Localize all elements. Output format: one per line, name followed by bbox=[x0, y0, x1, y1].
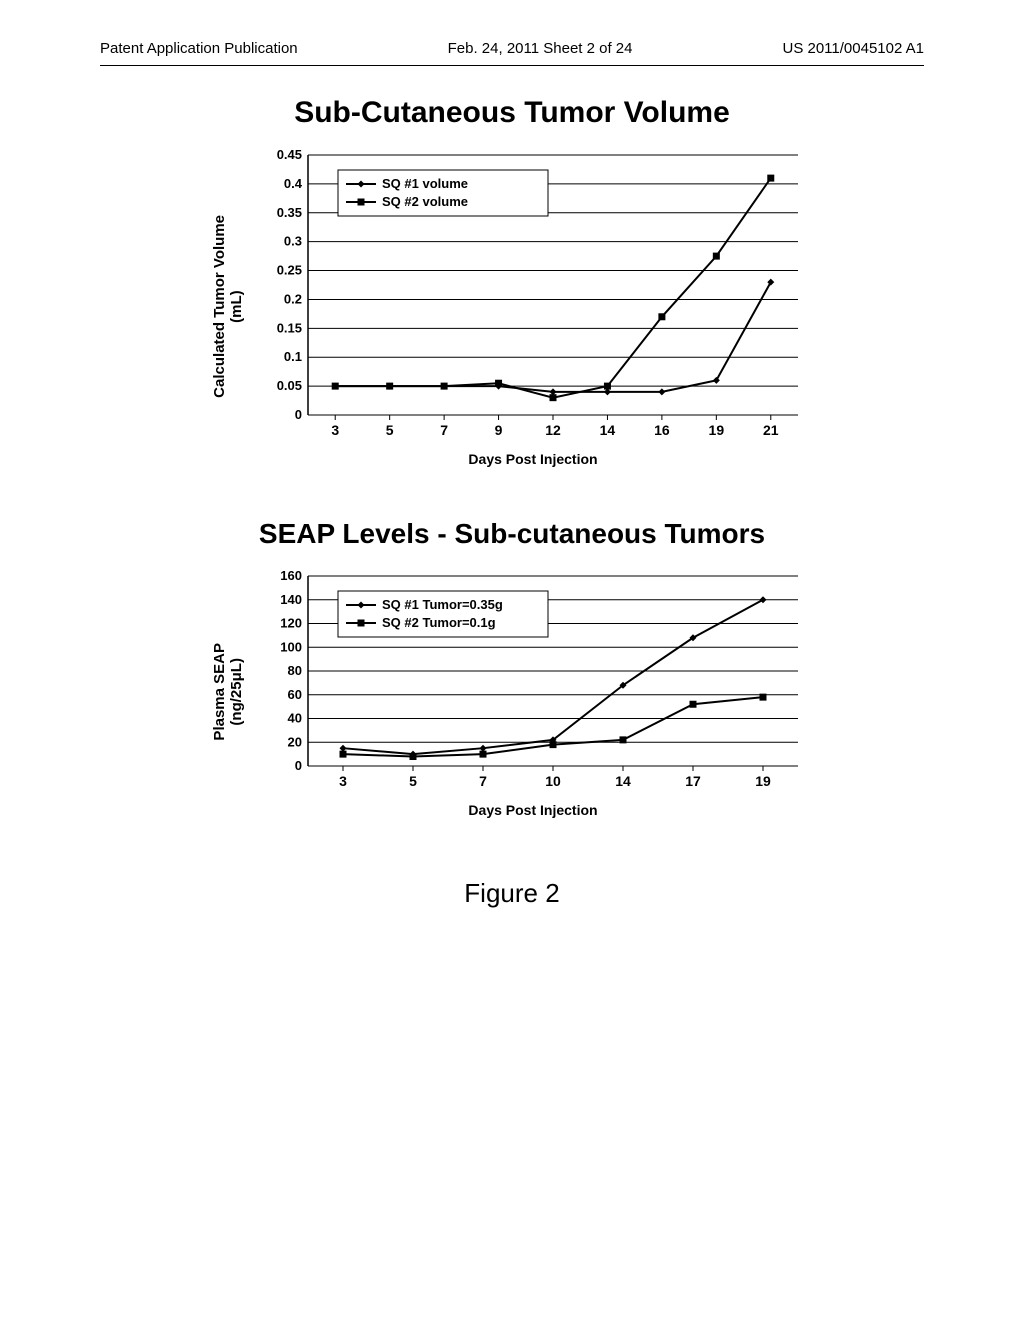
svg-text:7: 7 bbox=[479, 773, 487, 789]
chart-2-xlabel: Days Post Injection bbox=[253, 802, 813, 818]
svg-text:17: 17 bbox=[685, 773, 701, 789]
svg-text:120: 120 bbox=[280, 615, 302, 630]
chart-2-block: SEAP Levels - Sub-cutaneous Tumors Plasm… bbox=[100, 517, 924, 818]
chart-1-svg-container: 0 0.05 0.1 0.15 0.2 0.25 0.3 0.35 0.4 0.45 3 5 7 9 12 1… bbox=[253, 145, 813, 467]
svg-text:0: 0 bbox=[295, 407, 302, 422]
svg-text:16: 16 bbox=[654, 422, 670, 438]
svg-text:5: 5 bbox=[409, 773, 417, 789]
svg-text:SQ #1 Tumor=0.35g: SQ #1 Tumor=0.35g bbox=[382, 597, 503, 612]
svg-text:19: 19 bbox=[709, 422, 725, 438]
svg-text:SQ #2 volume: SQ #2 volume bbox=[382, 194, 468, 209]
chart-1-xlabel: Days Post Injection bbox=[253, 451, 813, 467]
svg-text:21: 21 bbox=[763, 422, 779, 438]
chart-2-title: SEAP Levels - Sub-cutaneous Tumors bbox=[100, 517, 924, 551]
chart-2-ylabel: Plasma SEAP(ng/25μL) bbox=[211, 643, 245, 741]
svg-text:SQ #1 volume: SQ #1 volume bbox=[382, 176, 468, 191]
svg-text:0.2: 0.2 bbox=[284, 291, 302, 306]
svg-text:0.3: 0.3 bbox=[284, 234, 302, 249]
chart-2-svg-container: 0 20 40 60 80 100 120 140 160 3 5 7 10 14 17 19 SQ #1 Tu… bbox=[253, 566, 813, 818]
svg-text:0.45: 0.45 bbox=[277, 147, 302, 162]
svg-text:40: 40 bbox=[288, 710, 302, 725]
svg-text:0.25: 0.25 bbox=[277, 263, 302, 278]
svg-text:0.1: 0.1 bbox=[284, 349, 302, 364]
svg-text:0.05: 0.05 bbox=[277, 378, 302, 393]
chart-2-svg: 0 20 40 60 80 100 120 140 160 3 5 7 10 14 17 19 SQ #1 Tu… bbox=[253, 566, 813, 796]
chart-1-ylabel: Calculated Tumor Volume(mL) bbox=[211, 215, 245, 398]
svg-text:9: 9 bbox=[495, 422, 503, 438]
svg-text:160: 160 bbox=[280, 568, 302, 583]
svg-text:3: 3 bbox=[339, 773, 347, 789]
svg-text:14: 14 bbox=[600, 422, 616, 438]
svg-text:14: 14 bbox=[615, 773, 631, 789]
chart-1-wrap: Calculated Tumor Volume(mL) 0 0.05 0.1 0.15… bbox=[100, 145, 924, 467]
figure-caption: Figure 2 bbox=[100, 878, 924, 909]
svg-text:20: 20 bbox=[288, 734, 302, 749]
svg-text:5: 5 bbox=[386, 422, 394, 438]
svg-text:100: 100 bbox=[280, 639, 302, 654]
patent-header: Patent Application Publication Feb. 24, … bbox=[0, 0, 1024, 65]
svg-text:SQ #2 Tumor=0.1g: SQ #2 Tumor=0.1g bbox=[382, 615, 496, 630]
svg-text:0: 0 bbox=[295, 758, 302, 773]
svg-text:19: 19 bbox=[755, 773, 771, 789]
chart-2-wrap: Plasma SEAP(ng/25μL) 0 20 40 60 80 100 120 140 1… bbox=[100, 566, 924, 818]
chart-1-svg: 0 0.05 0.1 0.15 0.2 0.25 0.3 0.35 0.4 0.45 3 5 7 9 12 1… bbox=[253, 145, 813, 445]
chart-1-block: Sub-Cutaneous Tumor Volume Calculated Tu… bbox=[100, 96, 924, 467]
svg-text:0.35: 0.35 bbox=[277, 205, 302, 220]
svg-text:0.4: 0.4 bbox=[284, 176, 303, 191]
header-right: US 2011/0045102 A1 bbox=[782, 40, 924, 57]
svg-text:3: 3 bbox=[331, 422, 339, 438]
header-left: Patent Application Publication bbox=[100, 40, 298, 57]
svg-text:80: 80 bbox=[288, 663, 302, 678]
page-content: Sub-Cutaneous Tumor Volume Calculated Tu… bbox=[0, 66, 1024, 909]
header-center: Feb. 24, 2011 Sheet 2 of 24 bbox=[448, 40, 633, 57]
svg-text:10: 10 bbox=[545, 773, 561, 789]
svg-text:12: 12 bbox=[545, 422, 561, 438]
svg-text:0.15: 0.15 bbox=[277, 320, 302, 335]
chart-1-title: Sub-Cutaneous Tumor Volume bbox=[100, 96, 924, 130]
svg-text:7: 7 bbox=[440, 422, 448, 438]
svg-text:60: 60 bbox=[288, 686, 302, 701]
svg-text:140: 140 bbox=[280, 591, 302, 606]
